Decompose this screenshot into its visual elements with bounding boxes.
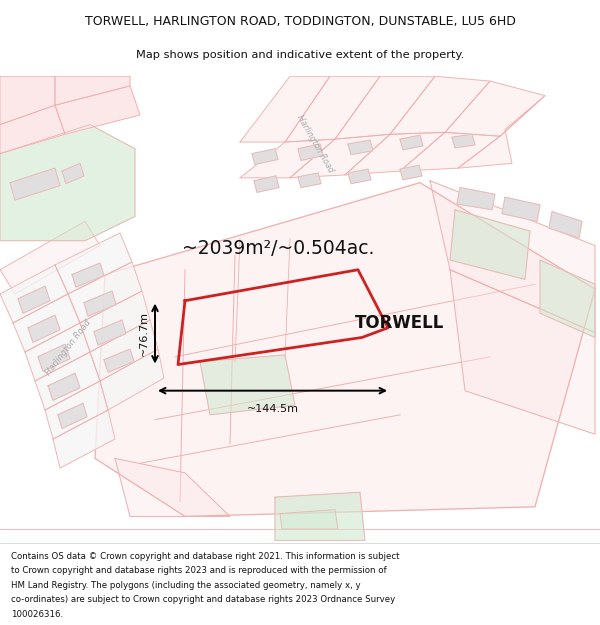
- Polygon shape: [348, 169, 371, 184]
- Text: ~144.5m: ~144.5m: [247, 404, 299, 414]
- Text: to Crown copyright and database rights 2023 and is reproduced with the permissio: to Crown copyright and database rights 2…: [11, 566, 386, 575]
- Polygon shape: [55, 86, 140, 134]
- Polygon shape: [549, 212, 582, 238]
- Polygon shape: [285, 76, 380, 142]
- Polygon shape: [18, 286, 50, 313]
- Polygon shape: [13, 294, 80, 352]
- Text: TORWELL, HARLINGTON ROAD, TODDINGTON, DUNSTABLE, LU5 6HD: TORWELL, HARLINGTON ROAD, TODDINGTON, DU…: [85, 15, 515, 28]
- Polygon shape: [68, 262, 142, 323]
- Polygon shape: [290, 134, 390, 178]
- Polygon shape: [348, 140, 373, 154]
- Polygon shape: [84, 291, 116, 316]
- Text: TORWELL: TORWELL: [355, 314, 445, 332]
- Polygon shape: [0, 265, 68, 323]
- Text: Harlington Road: Harlington Road: [44, 318, 92, 377]
- Polygon shape: [540, 260, 595, 338]
- Polygon shape: [115, 458, 230, 516]
- Polygon shape: [0, 221, 100, 294]
- Text: co-ordinates) are subject to Crown copyright and database rights 2023 Ordnance S: co-ordinates) are subject to Crown copyr…: [11, 596, 395, 604]
- Polygon shape: [298, 144, 323, 161]
- Polygon shape: [0, 105, 65, 154]
- Text: ~76.7m: ~76.7m: [139, 311, 149, 356]
- Polygon shape: [55, 76, 130, 105]
- Polygon shape: [240, 139, 335, 178]
- Polygon shape: [48, 373, 80, 401]
- Polygon shape: [450, 270, 595, 434]
- Polygon shape: [53, 410, 115, 468]
- Polygon shape: [280, 509, 338, 529]
- Polygon shape: [502, 197, 540, 221]
- Polygon shape: [28, 315, 60, 342]
- Polygon shape: [94, 320, 126, 345]
- Polygon shape: [430, 181, 595, 332]
- Polygon shape: [55, 233, 132, 294]
- Polygon shape: [38, 344, 70, 371]
- Polygon shape: [400, 132, 500, 171]
- Polygon shape: [450, 210, 530, 279]
- Polygon shape: [254, 176, 279, 192]
- Text: Map shows position and indicative extent of the property.: Map shows position and indicative extent…: [136, 50, 464, 60]
- Polygon shape: [90, 320, 158, 381]
- Text: ~2039m²/~0.504ac.: ~2039m²/~0.504ac.: [182, 239, 374, 258]
- Polygon shape: [445, 81, 545, 136]
- Polygon shape: [0, 124, 135, 241]
- Polygon shape: [10, 168, 60, 200]
- Polygon shape: [345, 132, 445, 175]
- Text: Harlington Road: Harlington Road: [295, 114, 335, 174]
- Polygon shape: [457, 188, 495, 210]
- Polygon shape: [58, 403, 87, 428]
- Polygon shape: [275, 492, 365, 541]
- Polygon shape: [390, 76, 490, 134]
- Polygon shape: [252, 149, 278, 164]
- Polygon shape: [458, 96, 545, 168]
- Polygon shape: [240, 76, 330, 142]
- Polygon shape: [400, 135, 423, 150]
- Polygon shape: [25, 323, 90, 381]
- Polygon shape: [62, 163, 84, 184]
- Polygon shape: [0, 76, 55, 124]
- Text: HM Land Registry. The polygons (including the associated geometry, namely x, y: HM Land Registry. The polygons (includin…: [11, 581, 361, 590]
- Polygon shape: [72, 263, 104, 287]
- Polygon shape: [100, 349, 164, 410]
- Polygon shape: [104, 349, 134, 372]
- Polygon shape: [200, 355, 295, 415]
- Polygon shape: [400, 165, 422, 180]
- Polygon shape: [335, 76, 435, 139]
- Text: Contains OS data © Crown copyright and database right 2021. This information is : Contains OS data © Crown copyright and d…: [11, 552, 400, 561]
- Polygon shape: [35, 352, 100, 410]
- Text: 100026316.: 100026316.: [11, 610, 63, 619]
- Polygon shape: [80, 291, 150, 352]
- Polygon shape: [95, 182, 595, 516]
- Polygon shape: [45, 381, 108, 439]
- Polygon shape: [298, 173, 321, 188]
- Polygon shape: [452, 134, 475, 148]
